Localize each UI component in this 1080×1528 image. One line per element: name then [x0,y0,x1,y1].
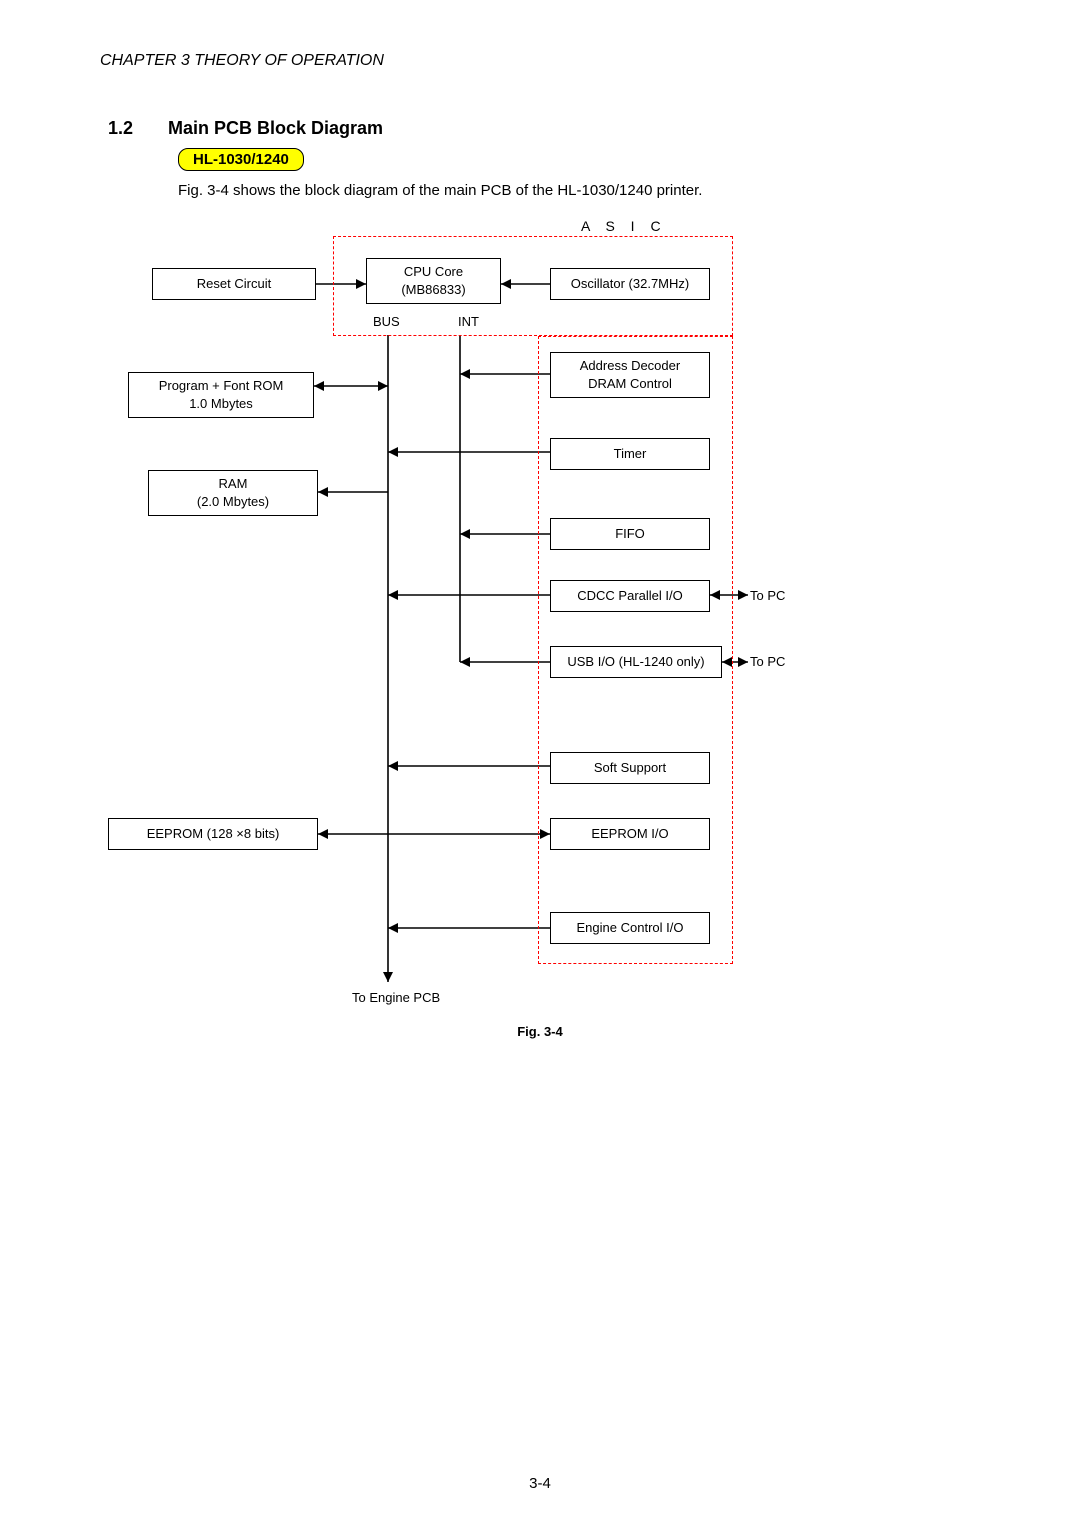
intro-text: Fig. 3-4 shows the block diagram of the … [178,182,702,199]
chapter-header: CHAPTER 3 THEORY OF OPERATION [100,52,384,70]
node-eeio: EEPROM I/O [550,818,710,850]
model-badge: HL-1030/1240 [178,148,304,171]
label-bus: BUS [373,314,400,329]
node-line: (MB86833) [401,281,465,299]
node-line: CPU Core [404,263,463,281]
node-osc: Oscillator (32.7MHz) [550,268,710,300]
node-engine: Engine Control I/O [550,912,710,944]
node-line: Oscillator (32.7MHz) [571,275,689,293]
label-topc1: To PC [750,588,785,603]
node-line: FIFO [615,525,645,543]
node-line: Address Decoder [580,357,680,375]
node-ram: RAM(2.0 Mbytes) [148,470,318,516]
block-diagram: A S I C Reset CircuitCPU Core(MB86833)Os… [108,222,828,1032]
node-line: DRAM Control [588,375,672,393]
node-line: Timer [614,445,647,463]
node-usb: USB I/O (HL-1240 only) [550,646,722,678]
node-line: (2.0 Mbytes) [197,493,269,511]
node-line: Engine Control I/O [577,919,684,937]
node-eeprom: EEPROM (128 ×8 bits) [108,818,318,850]
figure-caption: Fig. 3-4 [0,1024,1080,1039]
node-line: 1.0 Mbytes [189,395,253,413]
node-addr: Address DecoderDRAM Control [550,352,710,398]
section-number: 1.2 [108,118,133,139]
node-cpu: CPU Core(MB86833) [366,258,501,304]
node-reset: Reset Circuit [152,268,316,300]
page-number: 3-4 [0,1475,1080,1492]
node-line: CDCC Parallel I/O [577,587,682,605]
node-line: USB I/O (HL-1240 only) [567,653,704,671]
node-line: EEPROM I/O [591,825,668,843]
label-int: INT [458,314,479,329]
node-line: Soft Support [594,759,666,777]
node-line: EEPROM (128 ×8 bits) [147,825,280,843]
node-line: RAM [219,475,248,493]
node-line: Reset Circuit [197,275,271,293]
node-rom: Program + Font ROM1.0 Mbytes [128,372,314,418]
node-fifo: FIFO [550,518,710,550]
label-topc2: To PC [750,654,785,669]
node-line: Program + Font ROM [159,377,284,395]
section-title: Main PCB Block Diagram [168,118,383,139]
node-timer: Timer [550,438,710,470]
node-cdcc: CDCC Parallel I/O [550,580,710,612]
node-soft: Soft Support [550,752,710,784]
label-toeng: To Engine PCB [352,990,440,1005]
